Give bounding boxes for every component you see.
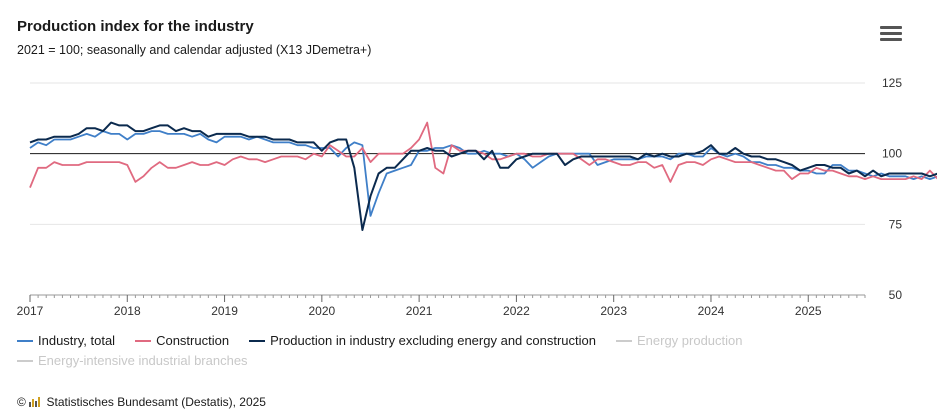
chart-subtitle: 2021 = 100; seasonally and calendar adju… xyxy=(17,43,372,57)
legend-swatch xyxy=(135,339,152,342)
y-tick-label: 75 xyxy=(889,217,903,231)
y-tick-label: 100 xyxy=(882,147,902,161)
destatis-bar-logo-icon xyxy=(29,396,41,407)
legend-swatch xyxy=(615,339,632,342)
y-tick-label: 125 xyxy=(882,76,902,90)
copyright-symbol: © xyxy=(17,395,26,409)
x-tick-label: 2022 xyxy=(503,304,530,318)
x-tick-label: 2025 xyxy=(795,304,822,318)
legend-label: Construction xyxy=(156,333,230,348)
line-chart: 50 75 100 125 2017 2018 2019 2020 2021 2022 2023 20… xyxy=(17,76,937,318)
legend-swatch xyxy=(249,339,266,342)
legend-item-energy-production[interactable]: Energy production xyxy=(615,331,743,351)
x-tick-label: 2020 xyxy=(308,304,335,318)
legend-label: Energy-intensive industrial branches xyxy=(38,353,248,368)
y-tick-label: 50 xyxy=(889,288,903,302)
legend-swatch xyxy=(17,359,33,362)
legend-item-industry-total[interactable]: Industry, total xyxy=(17,331,115,351)
chart-title: Production index for the industry xyxy=(17,18,254,35)
x-tick-label: 2018 xyxy=(114,304,141,318)
series-line-construction xyxy=(29,121,937,188)
chart-legend: Industry, total Construction Production in… xyxy=(17,331,897,371)
x-tick-label: 2019 xyxy=(211,304,238,318)
legend-swatch xyxy=(17,339,33,342)
legend-item-construction[interactable]: Construction xyxy=(135,331,229,351)
x-tick-label: 2017 xyxy=(17,304,44,318)
hamburger-menu-icon[interactable] xyxy=(880,26,902,44)
legend-label: Production in industry excluding energy … xyxy=(270,333,596,348)
credits-text: Statistisches Bundesamt (Destatis), 2025 xyxy=(46,395,266,409)
legend-label: Industry, total xyxy=(38,333,116,348)
series-line-production-in-industry-excluding-energy-and-construction xyxy=(29,121,937,231)
legend-item-production-in-industry-excluding-energy-and-construction[interactable]: Production in industry excluding energy … xyxy=(249,331,596,351)
x-tick-label: 2021 xyxy=(406,304,433,318)
credits[interactable]: © Statistisches Bundesamt (Destatis), 20… xyxy=(17,395,266,409)
x-tick-label: 2023 xyxy=(600,304,627,318)
legend-label: Energy production xyxy=(636,333,743,348)
legend-item-energy-intensive-industrial-branches[interactable]: Energy-intensive industrial branches xyxy=(17,351,248,371)
x-tick-label: 2024 xyxy=(698,304,725,318)
